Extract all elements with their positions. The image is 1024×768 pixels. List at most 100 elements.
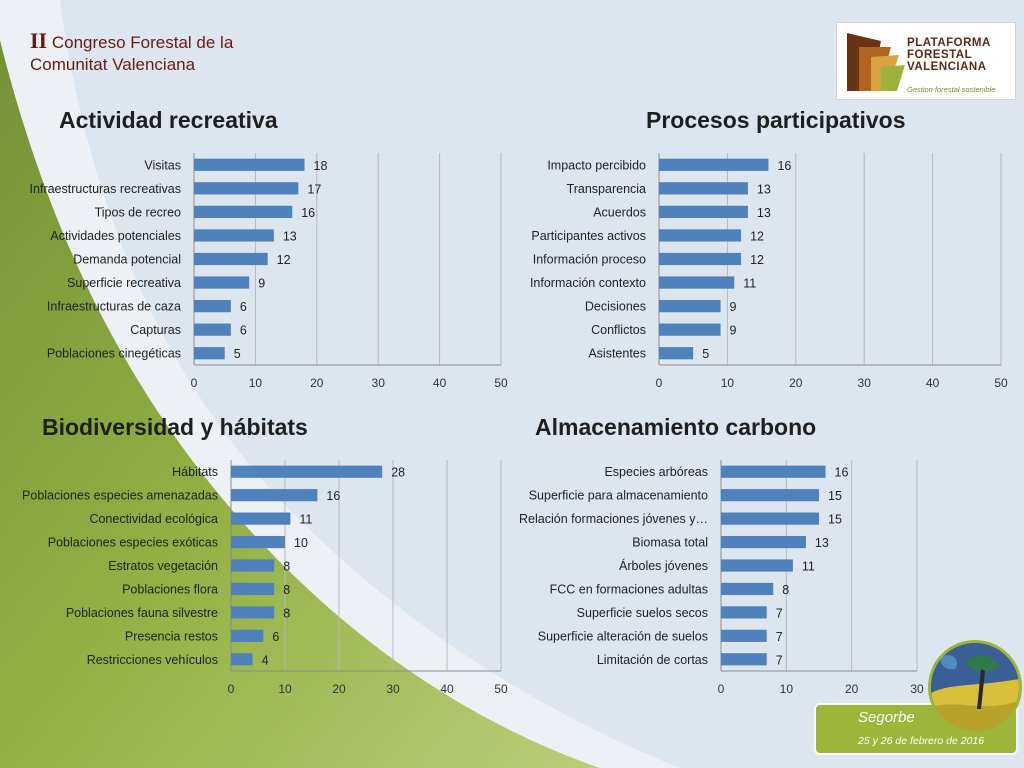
data-label: 18 [314,159,328,173]
data-label: 7 [776,630,783,644]
category-label: Transparencia [567,182,646,196]
data-label: 6 [272,630,279,644]
data-label: 5 [234,347,241,361]
event-location: Segorbe [858,709,915,726]
category-label: Tipos de recreo [95,205,181,219]
data-label: 28 [391,466,405,480]
category-label: Poblaciones flora [122,582,218,596]
data-label: 8 [782,583,789,597]
category-label: Actividades potenciales [50,229,181,243]
category-label: Poblaciones especies amenazadas [22,489,218,503]
x-tick-label: 40 [433,376,447,390]
category-label: Conectividad ecológica [89,512,218,526]
data-label: 7 [776,606,783,620]
bar [194,158,305,171]
data-label: 17 [307,182,321,196]
data-label: 12 [277,253,291,267]
category-label: Estratos vegetación [108,559,218,573]
x-tick-label: 0 [718,682,725,696]
bar [659,276,735,289]
category-label: Restricciones vehículos [87,653,218,667]
event-title-line1: Congreso Forestal de la [51,33,234,52]
bar [231,606,275,619]
x-tick-label: 30 [386,682,400,696]
event-date: 25 y 26 de febrero de 2016 [858,735,985,747]
data-label: 13 [283,229,297,243]
x-tick-label: 30 [372,376,386,390]
bar [659,205,748,219]
bar [659,347,694,360]
data-label: 15 [828,489,842,503]
category-label: Limitación de cortas [597,653,708,667]
bar [194,182,299,195]
bar [194,299,231,313]
x-tick-label: 20 [789,376,803,390]
category-label: Árboles jóvenes [619,558,708,573]
logo-wordmark: PLATAFORMA FORESTAL VALENCIANA [907,37,991,73]
data-label: 10 [294,536,308,550]
bar [721,512,819,525]
plataforma-forestal-logo: PLATAFORMA FORESTAL VALENCIANA Gestion f… [836,22,1016,100]
data-label: 6 [240,300,247,314]
data-label: 13 [757,182,771,196]
bar [659,299,721,313]
bar [721,629,767,642]
category-label: Relación formaciones jóvenes y… [519,512,708,526]
category-label: Información proceso [533,253,646,267]
x-tick-label: 20 [310,376,324,390]
bar [231,465,383,478]
category-label: Decisiones [585,300,646,314]
data-label: 8 [283,606,290,620]
data-label: 11 [743,277,756,291]
bar [721,606,767,619]
logo-mark-icon [847,33,905,91]
bar [194,347,225,360]
x-tick-label: 0 [228,682,235,696]
data-label: 9 [258,277,265,291]
chart-title-procesos-participativos: Procesos participativos [646,107,906,133]
data-label: 9 [730,300,737,314]
category-label: Conflictos [591,323,646,337]
x-tick-label: 20 [845,682,859,696]
data-label: 9 [730,324,737,338]
x-tick-label: 30 [910,682,924,696]
bar [659,229,742,242]
x-tick-label: 10 [721,376,735,390]
data-label: 13 [757,206,771,220]
x-tick-label: 0 [191,376,198,390]
data-label: 16 [777,159,791,173]
x-tick-label: 0 [656,376,663,390]
event-title-line2: Comunitat Valenciana [30,55,196,74]
chart-title-almacenamiento-carbono: Almacenamiento carbono [535,414,817,440]
bar [721,582,774,596]
x-tick-label: 50 [494,682,508,696]
data-label: 8 [283,560,290,574]
category-label: Superficie suelos secos [577,606,708,620]
category-label: Acuerdos [593,205,646,219]
category-label: Especies arbóreas [604,465,708,479]
chart-title-actividad-recreativa: Actividad recreativa [59,107,278,133]
data-label: 13 [815,536,829,550]
logo-subtitle: Gestion forestal sostenible [907,85,996,94]
bar [721,489,819,502]
category-label: Infraestructuras recreativas [30,182,181,196]
x-tick-label: 50 [494,376,508,390]
bar [194,323,231,336]
bar [721,465,826,478]
bar [721,535,806,549]
bar [659,182,748,195]
x-tick-label: 40 [440,682,454,696]
category-label: Poblaciones cinegéticas [47,347,181,361]
x-tick-label: 30 [858,376,872,390]
data-label: 11 [299,513,312,527]
bar [231,582,275,596]
category-label: Participantes activos [531,229,646,243]
bar [194,276,250,289]
data-label: 15 [828,513,842,527]
category-label: Superficie para almacenamiento [529,489,708,503]
data-label: 16 [326,489,340,503]
bar [659,158,769,171]
x-tick-label: 50 [994,376,1008,390]
